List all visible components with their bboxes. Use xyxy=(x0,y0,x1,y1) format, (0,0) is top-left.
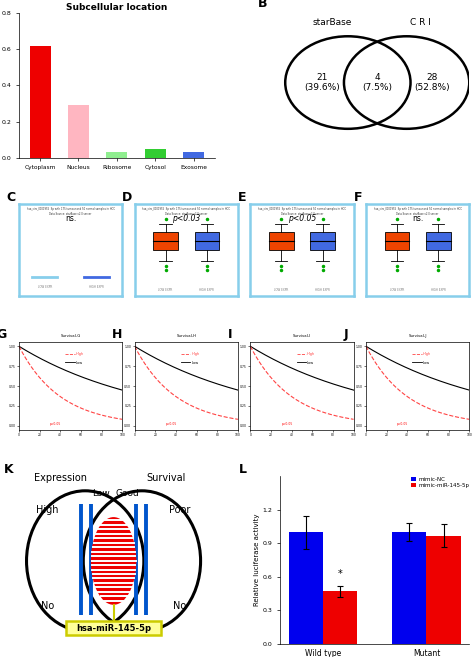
Text: hsa_circ_0001955  Sp with 175 tumour and 50 normal samples in HCC: hsa_circ_0001955 Sp with 175 tumour and … xyxy=(142,207,230,211)
Text: J: J xyxy=(343,328,348,341)
Y-axis label: Relative luciferase activity: Relative luciferase activity xyxy=(254,514,260,606)
Text: hsa_circ_0001955  Sp with 175 tumour and 50 normal samples in HCC: hsa_circ_0001955 Sp with 175 tumour and … xyxy=(258,207,346,211)
Text: No: No xyxy=(41,600,54,611)
Text: K: K xyxy=(4,463,13,476)
Bar xyxy=(392,532,427,644)
Text: 28
(52.8%): 28 (52.8%) xyxy=(414,73,450,92)
Text: Data Source: starBase v2.0 server: Data Source: starBase v2.0 server xyxy=(281,212,323,215)
Text: 21
(39.6%): 21 (39.6%) xyxy=(305,73,340,92)
Bar xyxy=(289,532,323,644)
Text: High: High xyxy=(307,352,315,357)
FancyBboxPatch shape xyxy=(66,622,161,635)
Text: H: H xyxy=(112,328,122,341)
Text: Data Source: starBase v2.0 server: Data Source: starBase v2.0 server xyxy=(396,212,439,215)
Text: Low: Low xyxy=(92,489,110,497)
Text: High: High xyxy=(76,352,84,357)
Bar xyxy=(153,232,178,250)
Text: Low: Low xyxy=(76,361,83,365)
Text: Survival-I: Survival-I xyxy=(293,334,311,338)
Text: hsa_circ_0001955  Sp with 175 tumour and 50 normal samples in HCC: hsa_circ_0001955 Sp with 175 tumour and … xyxy=(27,207,115,211)
Ellipse shape xyxy=(91,517,136,605)
Text: B: B xyxy=(258,0,267,11)
Text: HIGH EXPR: HIGH EXPR xyxy=(200,288,214,292)
Text: Expression: Expression xyxy=(34,473,87,484)
Text: No: No xyxy=(173,600,186,611)
Text: hsa_circ_0001955  Sp with 175 tumour and 50 normal samples in HCC: hsa_circ_0001955 Sp with 175 tumour and … xyxy=(374,207,462,211)
Text: High: High xyxy=(423,352,431,357)
Bar xyxy=(29,46,51,158)
Bar xyxy=(183,152,204,158)
Title: Subcellular location: Subcellular location xyxy=(66,3,167,12)
Bar xyxy=(310,232,335,250)
Text: ns.: ns. xyxy=(412,214,423,223)
Text: High: High xyxy=(191,352,200,357)
Text: Data Source: starBase v2.0 server: Data Source: starBase v2.0 server xyxy=(49,212,92,215)
Text: C R I: C R I xyxy=(410,18,431,27)
Text: Survival: Survival xyxy=(147,473,186,484)
Text: Low: Low xyxy=(423,361,430,365)
Bar xyxy=(426,232,451,250)
Text: Survival-H: Survival-H xyxy=(176,334,196,338)
Text: p<0.05: p<0.05 xyxy=(165,422,177,426)
Text: HIGH EXPR: HIGH EXPR xyxy=(431,288,446,292)
Text: p<0.03: p<0.03 xyxy=(172,214,201,223)
Text: G: G xyxy=(0,328,7,341)
Text: D: D xyxy=(122,191,133,204)
Text: F: F xyxy=(354,191,362,204)
Text: I: I xyxy=(228,328,232,341)
Text: HIGH EXPR: HIGH EXPR xyxy=(315,288,330,292)
Bar xyxy=(323,591,357,644)
Bar xyxy=(427,535,461,644)
Bar xyxy=(106,152,128,158)
Text: Good: Good xyxy=(116,489,140,497)
Text: ns.: ns. xyxy=(65,214,76,223)
Text: LOW EXPR: LOW EXPR xyxy=(37,285,52,289)
Text: p<0.05: p<0.05 xyxy=(288,214,316,223)
Bar xyxy=(384,232,410,250)
Text: HIGH EXPR: HIGH EXPR xyxy=(89,285,104,289)
Text: starBase: starBase xyxy=(312,18,352,27)
Bar xyxy=(194,232,219,250)
Text: E: E xyxy=(238,191,246,204)
Text: Low: Low xyxy=(191,361,199,365)
Text: L: L xyxy=(238,463,246,476)
Text: LOW EXPR: LOW EXPR xyxy=(390,288,404,292)
Text: Data Source: starBase v2.0 server: Data Source: starBase v2.0 server xyxy=(165,212,208,215)
Text: Poor: Poor xyxy=(169,505,191,515)
Text: p<0.05: p<0.05 xyxy=(397,422,408,426)
Legend: mimic-NC, mimic-miR-145-5p: mimic-NC, mimic-miR-145-5p xyxy=(410,476,470,489)
Text: Low: Low xyxy=(307,361,314,365)
Text: hsa-miR-145-5p: hsa-miR-145-5p xyxy=(76,624,151,633)
Text: p<0.05: p<0.05 xyxy=(50,422,61,426)
Bar xyxy=(269,232,294,250)
Text: *: * xyxy=(337,569,342,579)
Text: C: C xyxy=(7,191,16,204)
Bar xyxy=(145,148,166,158)
Text: LOW EXPR: LOW EXPR xyxy=(158,288,173,292)
Bar xyxy=(68,105,89,158)
Text: Survival-G: Survival-G xyxy=(60,334,81,338)
Text: High: High xyxy=(36,505,59,515)
Text: LOW EXPR: LOW EXPR xyxy=(274,288,288,292)
Text: Survival-J: Survival-J xyxy=(409,334,427,338)
Text: p<0.05: p<0.05 xyxy=(281,422,292,426)
Text: 4
(7.5%): 4 (7.5%) xyxy=(362,73,392,92)
